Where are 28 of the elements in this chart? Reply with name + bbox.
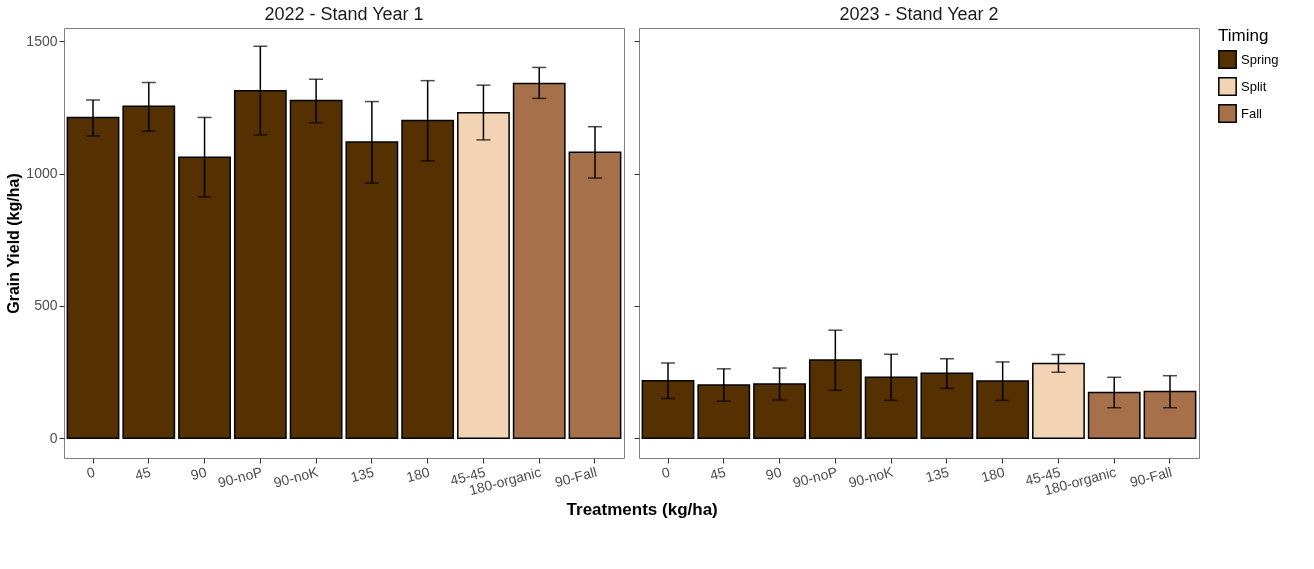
x-tick-label: 45 <box>133 463 153 484</box>
x-tick-label: 0 <box>84 463 97 482</box>
x-tick-label: 45 <box>708 463 728 484</box>
x-tick-label: 90-noP <box>791 463 839 491</box>
x-tick-label: 90-noK <box>271 463 321 491</box>
y-tick-label: 0 <box>49 429 58 446</box>
legend-label: Spring <box>1241 51 1279 67</box>
y-tick-label: 1000 <box>26 165 58 182</box>
x-tick-label: 90 <box>763 463 784 484</box>
x-tick-label: 90 <box>188 463 209 484</box>
x-tick-label: 180 <box>979 463 1007 486</box>
x-tick-label: 0 <box>659 463 672 482</box>
chart-title: 2022 - Stand Year 1 <box>264 4 424 24</box>
legend-label: Fall <box>1241 105 1263 121</box>
legend-title: Timing <box>1218 26 1269 45</box>
x-tick-label: 135 <box>923 463 951 486</box>
x-axis-title: Treatments (kg/ha) <box>566 500 718 520</box>
y-axis-title: Grain Yield (kg/ha) <box>5 173 23 314</box>
x-tick-label: 180 <box>404 463 432 486</box>
x-tick-label: 90-Fall <box>1128 463 1174 491</box>
y-tick-label: 1500 <box>26 32 58 49</box>
chart-title: 2023 - Stand Year 2 <box>839 4 999 24</box>
x-tick-label: 90-Fall <box>553 463 599 491</box>
x-tick-label: 135 <box>348 463 376 486</box>
y-tick-label: 500 <box>34 297 58 314</box>
legend-label: Split <box>1241 78 1267 94</box>
x-tick-label: 90-noK <box>846 463 896 491</box>
x-tick-label: 90-noP <box>216 463 264 491</box>
